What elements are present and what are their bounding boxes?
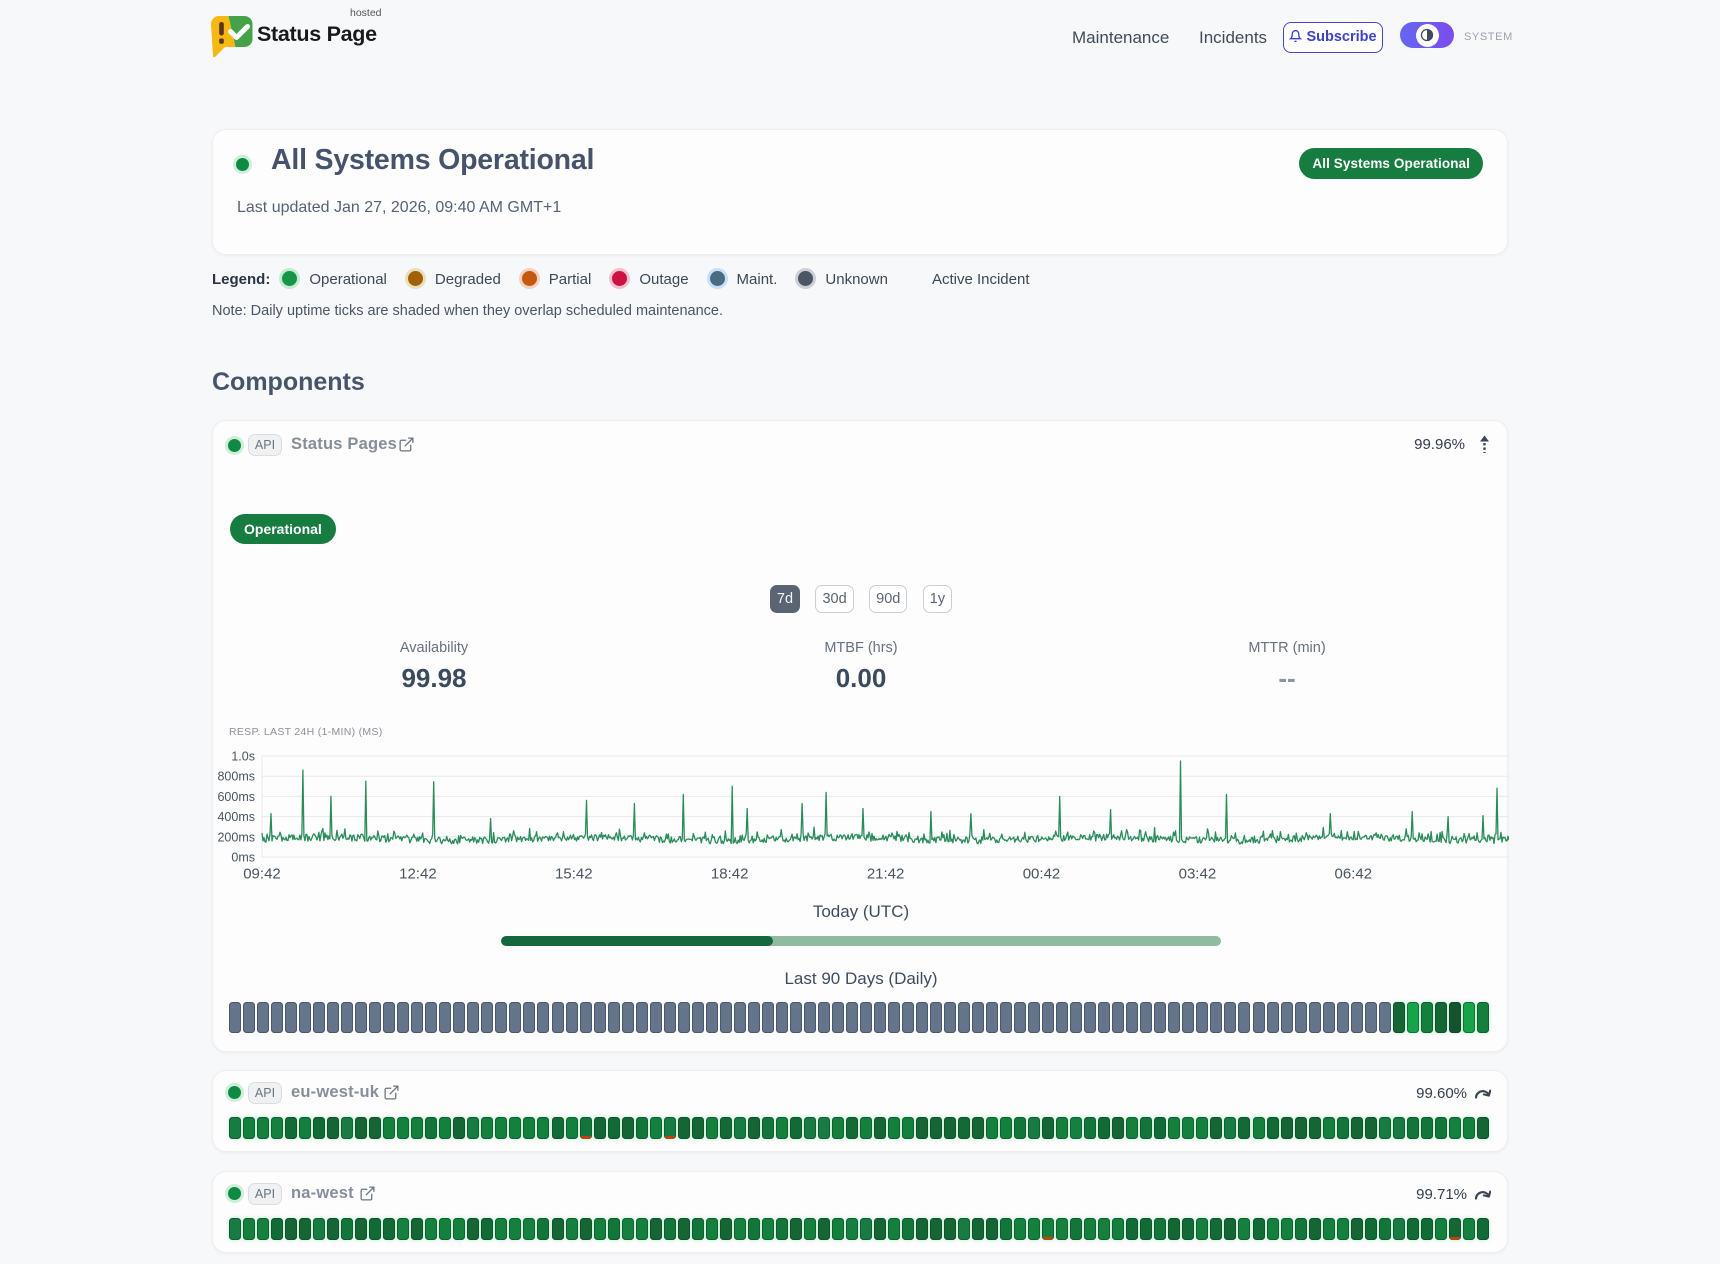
svg-text:21:42: 21:42 [867,866,905,883]
svg-text:00:42: 00:42 [1023,866,1061,883]
svg-text:0ms: 0ms [231,851,255,865]
svg-text:400ms: 400ms [217,810,255,824]
svg-text:12:42: 12:42 [399,866,437,883]
svg-text:06:42: 06:42 [1335,866,1373,883]
svg-text:03:42: 03:42 [1179,866,1217,883]
svg-text:09:42: 09:42 [243,866,281,883]
svg-text:600ms: 600ms [217,790,255,804]
svg-text:200ms: 200ms [217,830,255,844]
svg-text:800ms: 800ms [217,770,255,784]
svg-text:15:42: 15:42 [555,866,593,883]
svg-text:18:42: 18:42 [711,866,749,883]
svg-text:1.0s: 1.0s [231,750,255,764]
